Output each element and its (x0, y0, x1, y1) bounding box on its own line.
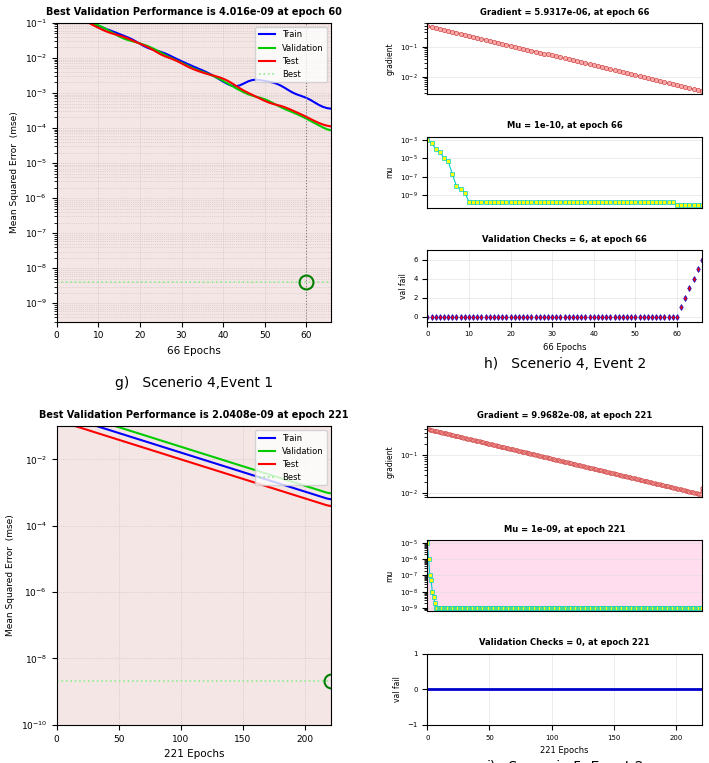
Line: Validation: Validation (57, 10, 331, 130)
Train (94, 21, 103, 31)
Test (52, 5, 61, 14)
Train (301, 487, 309, 496)
Train (164, 50, 173, 60)
X-axis label: 221 Epochs: 221 Epochs (540, 746, 589, 755)
Train (115, 29, 123, 38)
Test (301, 494, 309, 503)
Line: Train: Train (57, 5, 331, 108)
X-axis label: 221 Epochs: 221 Epochs (164, 749, 224, 759)
X-axis label: 66 Epochs: 66 Epochs (167, 346, 221, 356)
Text: h)   Scenerio 4, Event 2: h) Scenerio 4, Event 2 (484, 357, 646, 371)
Validation (52, 404, 61, 413)
Test (327, 122, 335, 131)
Test (177, 59, 186, 68)
Validation (143, 432, 152, 441)
X-axis label: 66 Epochs: 66 Epochs (543, 343, 586, 352)
Validation (115, 32, 123, 41)
Test (150, 446, 159, 456)
Test (260, 96, 269, 105)
Title: Mu = 1e-09, at epoch 221: Mu = 1e-09, at epoch 221 (504, 525, 625, 533)
Best (52, 278, 61, 287)
Train (52, 0, 61, 9)
Train (64, 413, 72, 422)
Line: Validation: Validation (57, 408, 331, 494)
Train (87, 420, 96, 429)
Validation (150, 434, 159, 443)
Y-axis label: mu: mu (385, 569, 394, 581)
Validation (64, 407, 72, 416)
Line: Test: Test (57, 10, 331, 127)
Train (311, 98, 319, 107)
Title: Validation Checks = 0, at epoch 221: Validation Checks = 0, at epoch 221 (479, 639, 650, 647)
Y-axis label: Mean Squared Error  (mse): Mean Squared Error (mse) (10, 111, 19, 233)
Y-axis label: val fail: val fail (393, 676, 402, 702)
Train (327, 494, 335, 504)
Best (57, 278, 65, 287)
Validation (94, 21, 103, 30)
Validation (52, 5, 61, 14)
Title: Mu = 1e-10, at epoch 66: Mu = 1e-10, at epoch 66 (507, 121, 623, 130)
Train (150, 439, 159, 449)
Test (94, 23, 103, 32)
Test (164, 53, 173, 63)
Validation (128, 427, 137, 436)
Test (87, 427, 96, 436)
Line: Test: Test (57, 421, 331, 506)
Validation (177, 58, 186, 67)
Validation (260, 95, 269, 104)
Title: Gradient = 5.9317e-06, at epoch 66: Gradient = 5.9317e-06, at epoch 66 (480, 8, 649, 17)
Validation (327, 126, 335, 135)
Y-axis label: gradient: gradient (386, 42, 394, 75)
Train (128, 433, 137, 442)
Y-axis label: val fail: val fail (398, 273, 408, 299)
Train (177, 56, 186, 66)
Legend: Train, Validation, Test, Best: Train, Validation, Test, Best (255, 27, 327, 82)
Best (52, 677, 61, 686)
Test (143, 444, 152, 453)
Test (52, 417, 61, 426)
Text: g)   Scenerio 4,Event 1: g) Scenerio 4,Event 1 (115, 376, 273, 391)
Y-axis label: gradient: gradient (386, 446, 394, 478)
Title: Validation Checks = 6, at epoch 66: Validation Checks = 6, at epoch 66 (482, 235, 647, 244)
Line: Train: Train (57, 414, 331, 499)
Train (260, 76, 269, 85)
Test (128, 439, 137, 449)
Test (311, 117, 319, 126)
Validation (301, 481, 309, 491)
Validation (311, 118, 319, 127)
Train (143, 437, 152, 446)
Validation (164, 53, 173, 62)
Y-axis label: mu: mu (385, 166, 394, 179)
Train (52, 410, 61, 419)
Title: Gradient = 9.9682e-08, at epoch 221: Gradient = 9.9682e-08, at epoch 221 (477, 410, 652, 420)
Y-axis label: Mean Squared Error  (mse): Mean Squared Error (mse) (6, 514, 15, 636)
Text: j)   Scenerio 5, Event 2: j) Scenerio 5, Event 2 (486, 760, 643, 763)
Title: Best Validation Performance is 2.0408e-09 at epoch 221: Best Validation Performance is 2.0408e-0… (39, 410, 349, 420)
Test (115, 31, 123, 40)
Title: Best Validation Performance is 4.016e-09 at epoch 60: Best Validation Performance is 4.016e-09… (46, 7, 342, 17)
Validation (87, 414, 96, 423)
Best (54, 677, 62, 686)
Test (64, 419, 72, 428)
Train (327, 104, 335, 113)
Test (327, 501, 335, 510)
Validation (327, 489, 335, 498)
Legend: Train, Validation, Test, Best: Train, Validation, Test, Best (255, 430, 327, 485)
